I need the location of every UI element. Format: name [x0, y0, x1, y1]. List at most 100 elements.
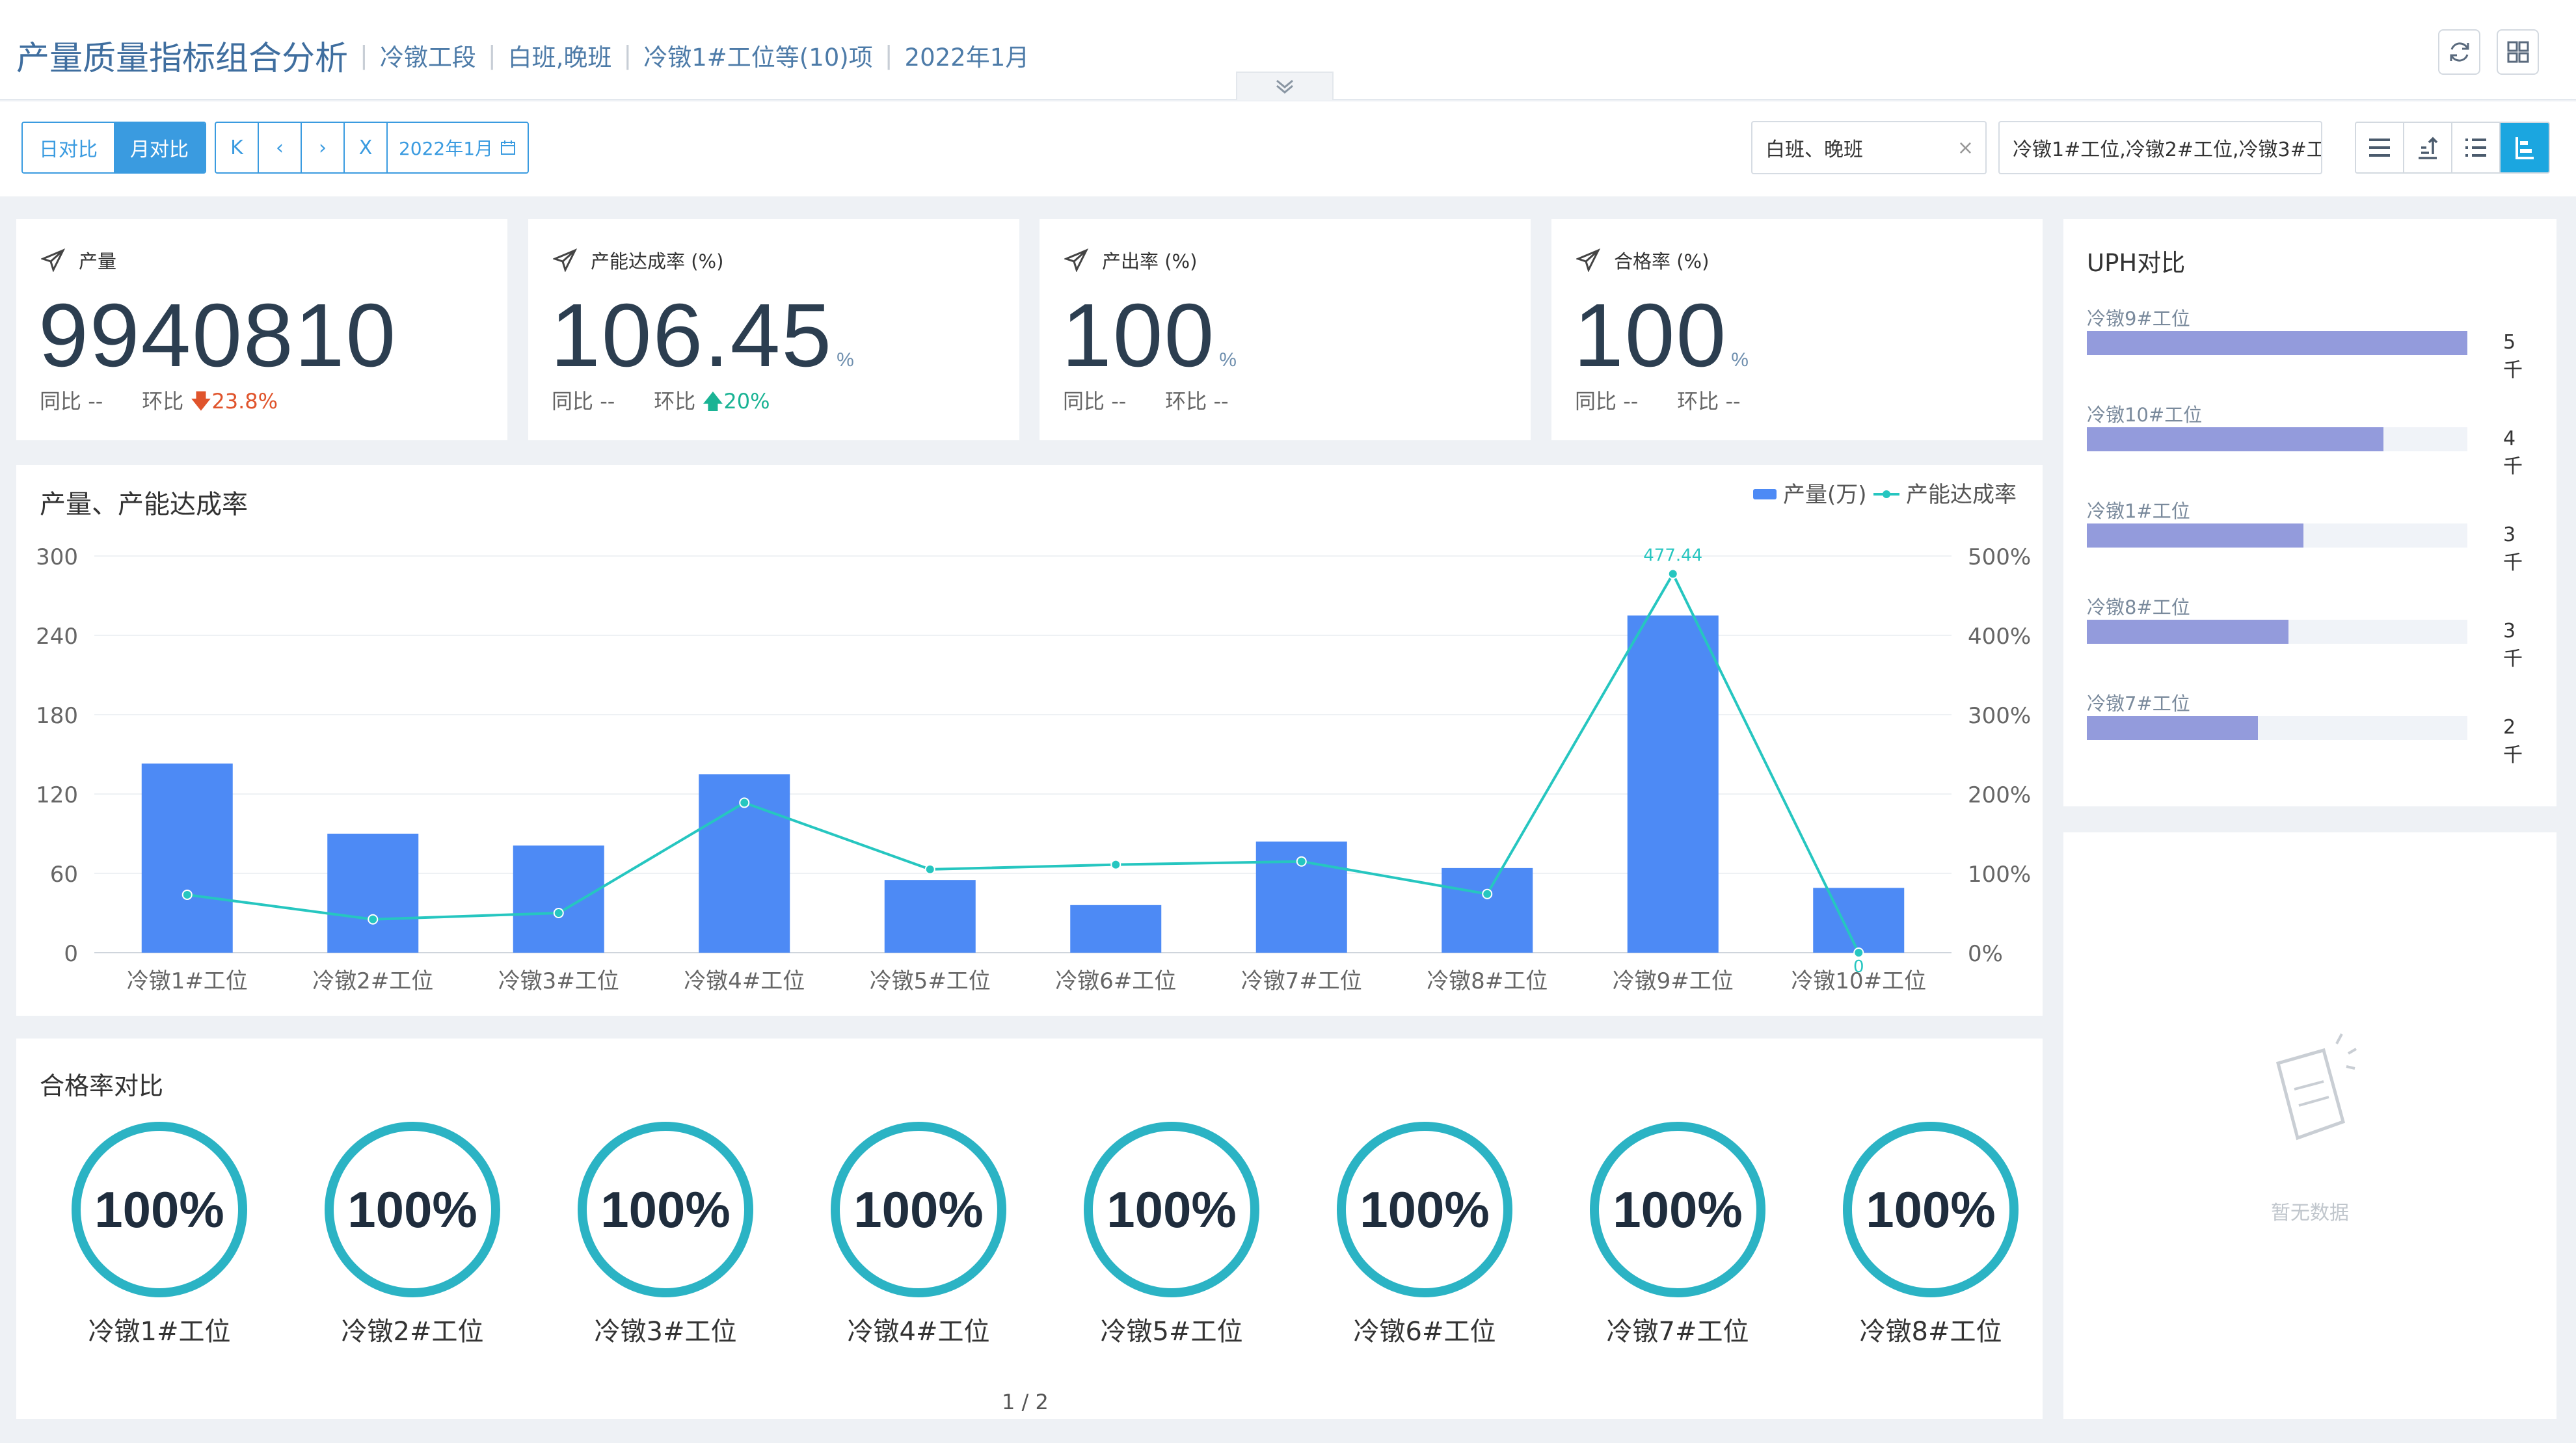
bar	[327, 834, 419, 953]
view-sort-button[interactable]	[2404, 123, 2452, 172]
station-select[interactable]: 冷镦1#工位,冷镦2#工位,冷镦3#工位	[1998, 121, 2322, 174]
uph-bar	[2087, 523, 2304, 548]
layout-button[interactable]	[2497, 29, 2539, 75]
uph-bar	[2087, 427, 2384, 451]
rate-line	[187, 571, 1860, 953]
x-tick: 冷镦9#工位	[1613, 968, 1734, 994]
pager[interactable]: 1 / 2	[1002, 1390, 1049, 1414]
pass-rate-panel: 合格率对比 100% 冷镦1#工位 100% 冷镦2#工位 100% 冷镦3#工位 100%…	[16, 1039, 2043, 1419]
kpi-yoy-label: 同比	[552, 389, 594, 414]
uph-bar	[2087, 716, 2259, 740]
view-detail-button[interactable]	[2452, 123, 2501, 172]
kpi-card-yield: 产出率 (%) 100% 同比 -- 环比 --	[1040, 219, 1531, 440]
rate-point	[1296, 856, 1307, 867]
y-right-tick: 100%	[1968, 862, 2031, 888]
kpi-title: 产能达成率 (%)	[591, 250, 724, 272]
kpi-yoy-value: --	[1623, 389, 1639, 414]
kpi-mom-value: 23.8%	[211, 389, 278, 414]
toolbar: 日对比 月对比 K ‹ › Х 2022年1月 白班、晚班 × 冷镦1#工位,冷…	[0, 101, 2576, 196]
gauge-value: 100%	[1337, 1122, 1512, 1297]
uph-row: 冷镦8#工位 3千	[2087, 592, 2523, 670]
prev-period-button[interactable]: ‹	[259, 123, 302, 172]
uph-track	[2087, 331, 2467, 355]
date-picker[interactable]: 2022年1月	[388, 123, 528, 172]
x-tick: 冷镦8#工位	[1427, 968, 1548, 994]
kpi-yoy-value: --	[88, 389, 103, 414]
uph-row: 冷镦1#工位 3千	[2087, 496, 2523, 574]
x-tick: 冷镦7#工位	[1241, 968, 1362, 994]
gauge-value: 100%	[578, 1122, 753, 1297]
pass-rate-gauge: 100% 冷镦1#工位	[68, 1122, 250, 1348]
view-chart-button[interactable]	[2501, 123, 2549, 172]
kpi-yoy-label: 同比	[40, 389, 82, 414]
uph-bar	[2087, 331, 2467, 355]
uph-label: 冷镦10#工位	[2087, 404, 2203, 426]
legend-swatch-dot	[1883, 490, 1890, 498]
pass-rate-gauge: 100% 冷镦2#工位	[321, 1122, 503, 1348]
breadcrumb-stations: 冷镦1#工位等(10)项	[643, 44, 873, 72]
month-compare-button[interactable]: 月对比	[114, 123, 205, 172]
rate-point	[1110, 859, 1121, 870]
combo-chart: 300 240 180 120 60 0 500% 400% 300% 200% 100% 0% 冷镦1…	[36, 482, 2031, 994]
kpi-card-output: 产量 9940810 同比 -- 环比 🡇23.8%	[16, 219, 507, 440]
y-right-tick: 0%	[1968, 941, 2003, 967]
last-icon: Х	[358, 136, 373, 159]
kpi-mom-label: 环比	[1165, 389, 1207, 414]
uph-label: 冷镦7#工位	[2087, 693, 2190, 715]
uph-value: 2千	[2503, 716, 2523, 767]
view-list-button[interactable]	[2356, 123, 2404, 172]
rate-point	[181, 889, 193, 900]
kpi-mom-value: 20%	[723, 389, 770, 414]
bar	[1442, 867, 1533, 953]
rate-point	[924, 864, 935, 875]
gauge-value: 100%	[1843, 1122, 2019, 1297]
empty-panel: 暂无数据	[2063, 832, 2556, 1419]
kpi-mom-label: 环比	[142, 389, 184, 414]
refresh-icon	[2450, 42, 2469, 62]
gauge-label: 冷镦8#工位	[1859, 1317, 2002, 1347]
kpi-yoy-value: --	[1111, 389, 1127, 414]
first-period-button[interactable]: K	[216, 123, 259, 172]
kpi-value: 106.45	[550, 285, 833, 386]
legend-label-bar: 产量(万)	[1783, 482, 1867, 508]
kpi-mom-label: 环比	[1677, 389, 1719, 414]
kpi-yoy-label: 同比	[1575, 389, 1617, 414]
pass-rate-gauge: 100% 冷镦7#工位	[1587, 1122, 1769, 1348]
rate-point	[1853, 947, 1864, 958]
kpi-yoy-label: 同比	[1063, 389, 1105, 414]
output-capacity-chart-panel: 产量、产能达成率 300 240 180 120 60 0 500% 400% 300% 200%…	[16, 465, 2043, 1016]
list-icon	[2369, 139, 2390, 157]
gauge-value: 100%	[1590, 1122, 1765, 1297]
date-value: 2022年1月	[398, 138, 494, 159]
clear-icon[interactable]: ×	[1957, 136, 1974, 159]
next-period-button[interactable]: ›	[302, 123, 345, 172]
title-row: 产量质量指标组合分析 | 冷镦工段 | 白班,晚班 | 冷镦1#工位等(10)项…	[16, 31, 1029, 79]
x-tick: 冷镦1#工位	[127, 968, 248, 994]
pass-rate-title: 合格率对比	[40, 1072, 164, 1100]
breadcrumb-shift: 白班,晚班	[507, 44, 612, 72]
day-compare-button[interactable]: 日对比	[23, 123, 114, 172]
chart-title: 产量、产能达成率	[40, 490, 248, 520]
view-mode-group	[2355, 122, 2550, 174]
uph-row: 冷镦9#工位 5千	[2087, 304, 2523, 382]
legend-label-line: 产能达成率	[1906, 482, 2017, 508]
kpi-mom-value: --	[1725, 389, 1741, 414]
x-tick: 冷镦6#工位	[1055, 968, 1176, 994]
shift-select[interactable]: 白班、晚班 ×	[1751, 121, 1987, 174]
kpi-unit: %	[837, 349, 855, 371]
x-tick: 冷镦4#工位	[684, 968, 805, 994]
layout-icon	[2507, 41, 2529, 63]
legend-swatch-bar	[1753, 489, 1777, 499]
kpi-value: 100	[1062, 285, 1216, 386]
y-left-tick: 120	[36, 782, 78, 808]
page-title: 产量质量指标组合分析	[16, 40, 349, 78]
uph-value: 3千	[2503, 523, 2523, 574]
breadcrumb-date: 2022年1月	[904, 44, 1030, 72]
bar	[1813, 888, 1905, 953]
pass-rate-gauge: 100% 冷镦8#工位	[1840, 1122, 2022, 1348]
last-period-button[interactable]: Х	[345, 123, 388, 172]
refresh-button[interactable]	[2438, 29, 2480, 75]
rate-point	[1667, 568, 1678, 579]
collapse-toggle[interactable]	[1236, 72, 1334, 100]
station-select-value: 冷镦1#工位,冷镦2#工位,冷镦3#工位	[2013, 139, 2322, 161]
